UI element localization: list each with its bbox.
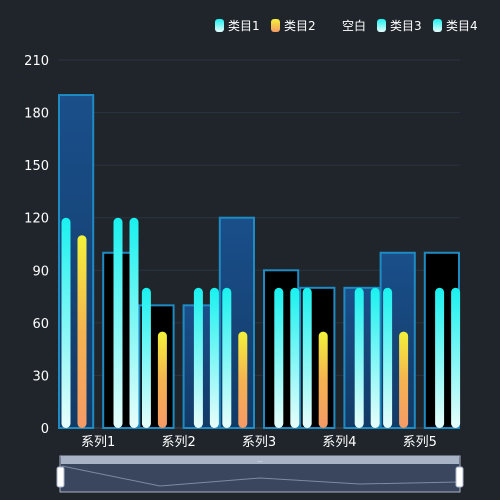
- zoom-handle-label: ...: [257, 457, 263, 464]
- data-zoom-slider[interactable]: ...: [56, 455, 464, 493]
- y-tick-label: 0: [41, 422, 49, 437]
- legend-swatch: [271, 19, 280, 32]
- bar-类目1: [383, 287, 393, 428]
- bar-类目2: [399, 331, 409, 428]
- y-tick-label: 30: [32, 369, 49, 384]
- legend-item[interactable]: 类目3: [377, 19, 422, 33]
- legend-swatch: [433, 19, 442, 32]
- x-tick-label: 系列2: [161, 435, 195, 450]
- legend-label: 空白: [342, 18, 366, 33]
- x-tick-label: 系列4: [322, 435, 356, 450]
- y-tick-label: 60: [32, 317, 49, 332]
- legend-item[interactable]: 类目4: [433, 19, 478, 33]
- zoom-preview-line: [61, 465, 459, 487]
- zoom-left-handle[interactable]: [56, 466, 65, 488]
- y-tick-label: 120: [24, 212, 49, 227]
- bar-类目3: [274, 287, 284, 428]
- y-tick-label: 180: [24, 107, 49, 122]
- legend-label: 类目4: [446, 19, 478, 33]
- bar-类目2: [157, 331, 167, 428]
- bar-类目1: [222, 287, 232, 428]
- legend-label: 类目3: [390, 19, 422, 33]
- y-tick-label: 90: [32, 264, 49, 279]
- legend-item[interactable]: 类目2: [271, 19, 316, 33]
- bar-类目1: [141, 287, 151, 428]
- bar-类目2: [238, 331, 248, 428]
- bar-类目3: [435, 287, 445, 428]
- bar-类目4: [129, 217, 139, 428]
- legend-swatch: [215, 19, 224, 32]
- bar-类目3: [354, 287, 364, 428]
- bar-类目1: [302, 287, 312, 428]
- bar-类目3: [193, 287, 203, 428]
- y-tick-label: 150: [24, 159, 49, 174]
- legend-swatch: [377, 19, 386, 32]
- bar-类目4: [370, 287, 380, 428]
- bar-类目3: [113, 217, 123, 428]
- bar-类目1: [61, 217, 71, 428]
- bar-类目2: [77, 235, 87, 428]
- legend-label: 类目2: [284, 19, 316, 33]
- legend[interactable]: 类目1 类目2 空白 类目3 类目4: [215, 18, 478, 33]
- zoom-top-bar[interactable]: [61, 456, 459, 464]
- legend-item[interactable]: 类目1: [215, 19, 260, 33]
- legend-item[interactable]: 空白: [342, 18, 366, 33]
- bar-类目4: [290, 287, 300, 428]
- y-tick-label: 210: [24, 54, 49, 69]
- y-axis-ticks: 0 30 60 90 120 150 180 210: [24, 54, 49, 437]
- x-tick-label: 系列5: [403, 435, 437, 450]
- zoom-right-handle[interactable]: [455, 466, 464, 488]
- legend-label: 类目1: [228, 19, 260, 33]
- bars: [61, 217, 461, 428]
- x-tick-label: 系列1: [81, 435, 115, 450]
- x-tick-label: 系列3: [242, 435, 276, 450]
- bar-类目2: [318, 331, 328, 428]
- bar-类目4: [451, 287, 461, 428]
- bar-类目4: [209, 287, 219, 428]
- x-axis-ticks: 系列1 系列2 系列3 系列4 系列5: [81, 435, 437, 450]
